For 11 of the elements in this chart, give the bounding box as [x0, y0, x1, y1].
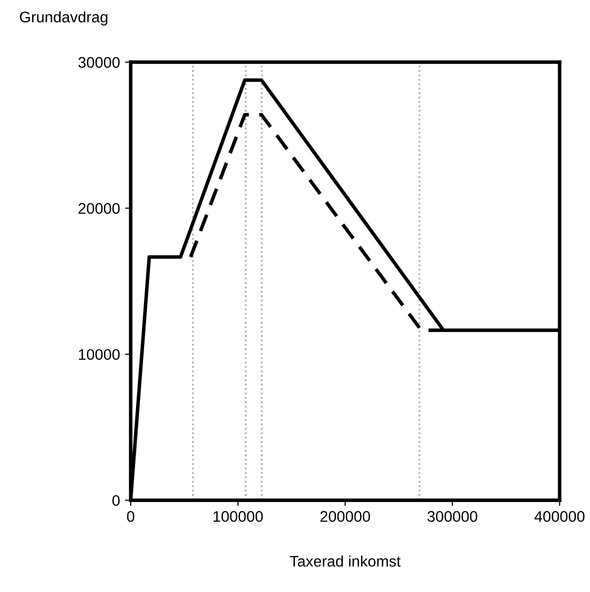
y-tick-label: 10000 [78, 349, 120, 360]
y-axis-title: Grundavdrag [20, 11, 108, 26]
x-tick-label: 0 [127, 511, 134, 522]
x-tick-label: 100000 [214, 511, 263, 522]
x-tick-label: 300000 [427, 511, 478, 522]
y-tick-label: 20000 [78, 203, 120, 214]
x-tick-label: 200000 [320, 511, 370, 522]
y-tick-label: 0 [112, 495, 120, 506]
x-tick-label: 400000 [534, 511, 585, 522]
y-tick-label: 30000 [78, 57, 120, 68]
x-axis-title: Taxerad inkomst [290, 555, 401, 567]
